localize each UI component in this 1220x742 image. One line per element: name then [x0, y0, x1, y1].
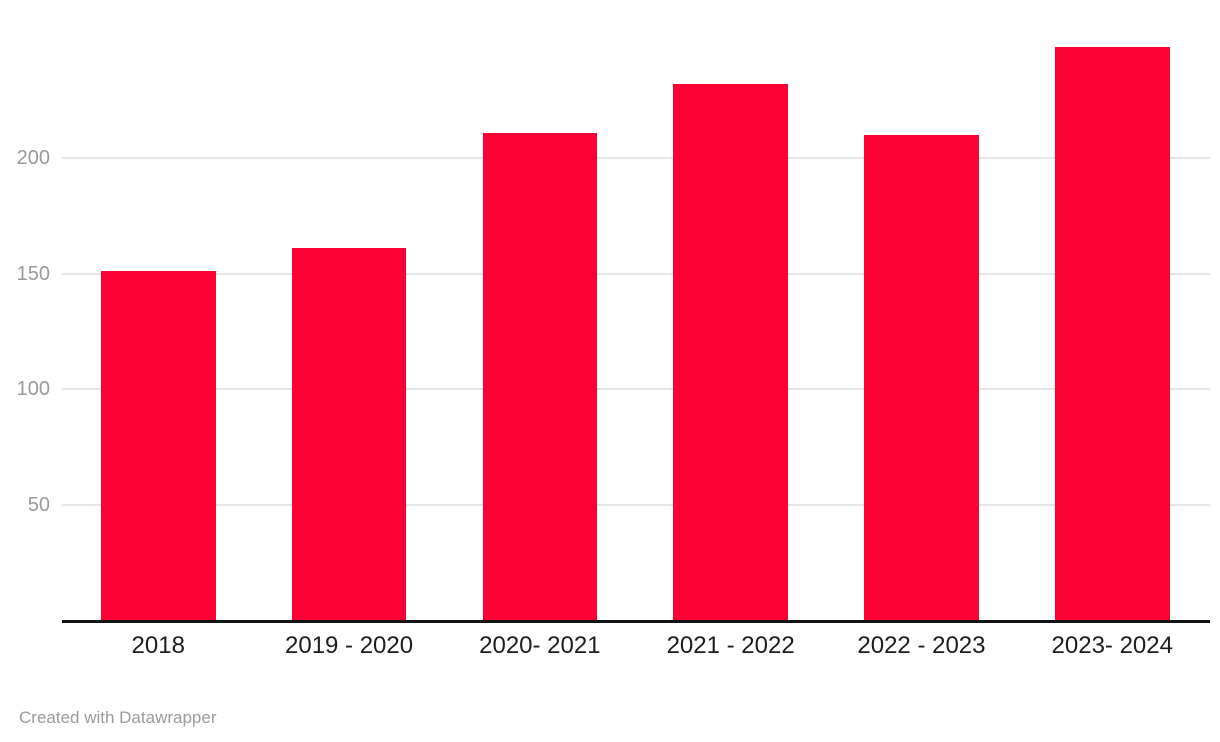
y-tick-label: 200: [16, 147, 50, 169]
x-category-label: 2019 - 2020: [284, 632, 414, 659]
y-tick-label: 100: [16, 378, 50, 400]
x-category-label: 2022 - 2023: [857, 632, 986, 659]
gridline: [62, 157, 1210, 159]
bar-2023- 2024: [1055, 47, 1170, 620]
x-category-label: 2021 - 2022: [666, 632, 795, 659]
y-tick-label: 150: [16, 262, 50, 285]
gridline: [62, 503, 1210, 506]
bar-2021 - 2022: [673, 84, 788, 620]
y-tick-label: 50: [27, 493, 50, 516]
gridline: [62, 388, 1210, 390]
bar-2020- 2021: [482, 132, 598, 620]
bar-2018: [101, 271, 216, 620]
datawrapper-attribution-link[interactable]: Created with Datawrapper: [19, 708, 217, 727]
x-category-label: 2018: [131, 632, 185, 659]
bar-2019 - 2020: [291, 248, 407, 620]
bar-2022 - 2023: [864, 134, 979, 620]
x-category-label: 2023- 2024: [1051, 632, 1173, 659]
chart-footer: Created with Datawrapper: [19, 708, 216, 728]
x-axis-line: [62, 620, 1210, 623]
x-category-label: 2020- 2021: [479, 632, 601, 659]
gridline: [62, 272, 1210, 275]
